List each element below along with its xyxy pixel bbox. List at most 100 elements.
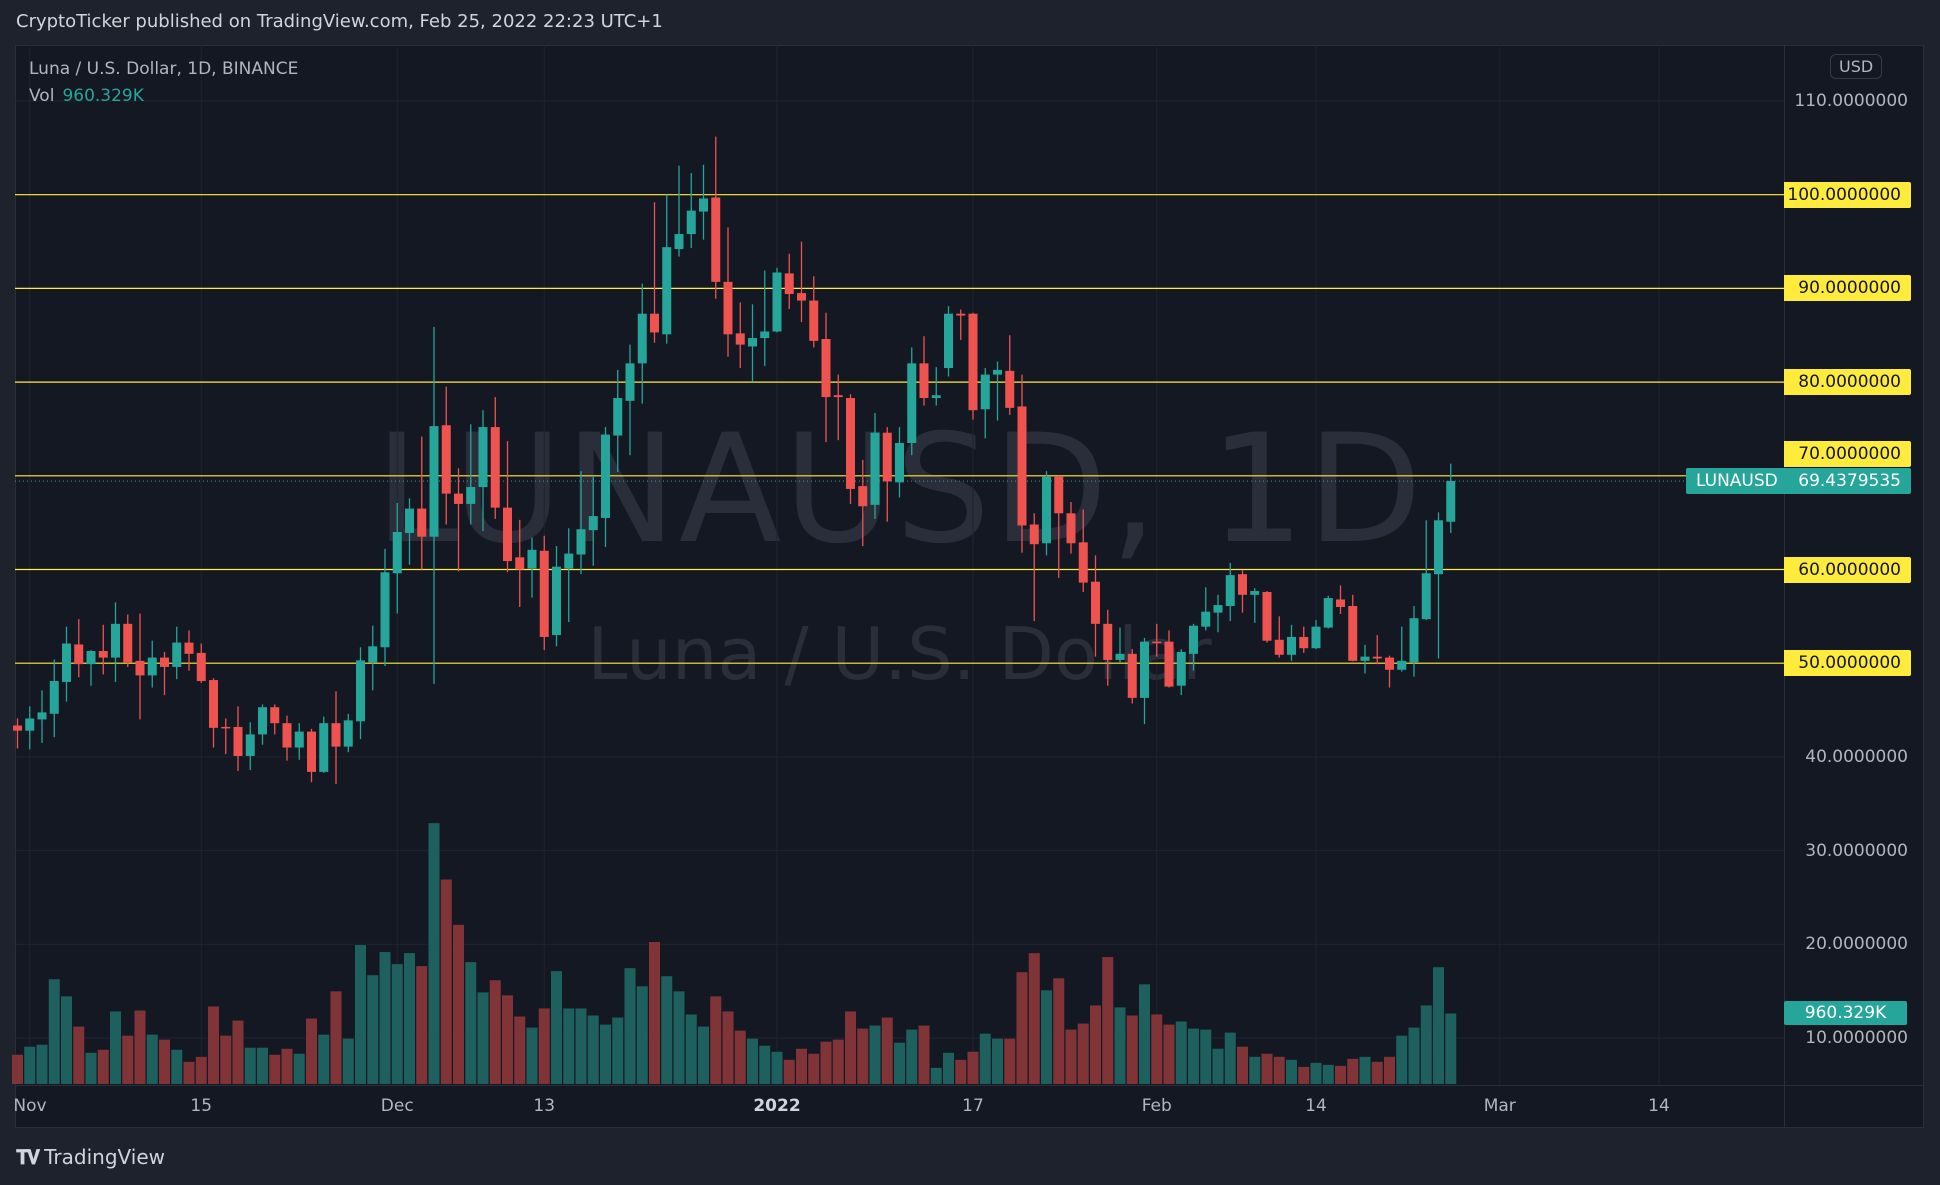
price-level-tag: 80.0000000 — [1784, 369, 1911, 396]
volume-bar — [61, 996, 72, 1084]
last-price-tag: LUNAUSD 69.4379535 — [1686, 468, 1911, 495]
candle-body — [1323, 598, 1333, 628]
chart-panel[interactable] — [15, 45, 1924, 1128]
candle-body — [1005, 370, 1015, 408]
time-tick-label: 13 — [533, 1096, 556, 1116]
volume-bar — [1151, 1014, 1163, 1084]
time-tick-label: Mar — [1483, 1096, 1516, 1116]
candle-body — [919, 363, 929, 399]
price-level-tag: 70.0000000 — [1784, 441, 1911, 468]
volume-bar — [1016, 972, 1028, 1084]
candle-body — [368, 646, 378, 663]
candle-body — [1042, 476, 1051, 544]
volume-bar — [551, 971, 562, 1084]
volume-bar — [514, 1016, 526, 1084]
candle-body — [233, 726, 243, 756]
candle-body — [625, 363, 635, 401]
volume-bar — [881, 1017, 893, 1084]
time-tick-label: Nov — [13, 1096, 47, 1116]
candle-body — [601, 434, 610, 518]
volume-bar — [1445, 1013, 1457, 1084]
volume-bar — [73, 1026, 85, 1084]
candle-body — [564, 553, 574, 569]
time-tick-label: Feb — [1141, 1096, 1172, 1116]
volume-bar — [967, 1051, 979, 1084]
volume-legend[interactable]: Vol 960.329K — [29, 83, 298, 110]
candle-body — [405, 508, 414, 533]
footer-brand[interactable]: 𝐓𝐕 TradingView — [16, 1145, 165, 1169]
candle-body — [417, 508, 427, 537]
publish-info: CryptoTicker published on TradingView.co… — [16, 11, 663, 32]
volume-bar — [1200, 1029, 1212, 1084]
candle-body — [637, 313, 647, 364]
candle-body — [931, 395, 941, 399]
candle-body — [1127, 653, 1137, 698]
candle-body — [1189, 625, 1198, 654]
candle-body — [1336, 599, 1345, 607]
candle-body — [490, 427, 500, 508]
symbol-title[interactable]: Luna / U.S. Dollar, 1D, BINANCE — [29, 59, 299, 79]
candle-body — [882, 432, 892, 482]
volume-bar — [943, 1052, 954, 1084]
volume-bar — [281, 1048, 293, 1084]
volume-bar — [930, 1067, 942, 1084]
price-level-tag: 50.0000000 — [1784, 650, 1911, 677]
price-tick-label: 30.0000000 — [1805, 840, 1908, 861]
candle-body — [1176, 651, 1186, 686]
candle-body — [1225, 575, 1235, 607]
candle-body — [172, 642, 182, 667]
volume-bar — [759, 1045, 771, 1084]
candle-body — [74, 644, 84, 665]
volume-bar — [1102, 957, 1114, 1084]
volume-bar — [36, 1044, 48, 1084]
candle-body — [1152, 641, 1162, 644]
candle-body — [674, 234, 684, 250]
volume-bar — [612, 1017, 624, 1084]
volume-bar — [1261, 1053, 1273, 1084]
candle-body — [784, 273, 794, 295]
candle-body — [552, 566, 561, 636]
volume-bar — [526, 1027, 538, 1084]
candle-body — [37, 712, 47, 720]
volume-bar — [1224, 1032, 1236, 1084]
price-tick-label: 10.0000000 — [1805, 1028, 1908, 1048]
candle-body — [380, 572, 390, 648]
volume-bar — [575, 1008, 587, 1084]
candle-body — [1250, 591, 1260, 595]
candle-body — [1421, 573, 1431, 620]
price-axis-divider — [1784, 45, 1785, 1128]
currency-button[interactable]: USD — [1830, 54, 1883, 79]
time-tick-label: 14 — [1648, 1096, 1670, 1116]
volume-bar — [208, 1006, 219, 1084]
volume-bar — [906, 1029, 918, 1084]
volume-bar — [1090, 1005, 1101, 1084]
candle-body — [135, 660, 145, 676]
volume-bar — [159, 1039, 170, 1084]
candle-body — [662, 247, 672, 335]
volume-bar — [404, 953, 415, 1084]
candle-body — [576, 529, 586, 555]
candle-body — [711, 197, 721, 282]
price-tick-label: 40.0000000 — [1805, 746, 1908, 767]
candle-body — [184, 642, 194, 654]
candle-body — [454, 493, 463, 504]
volume-bar — [832, 1039, 844, 1084]
volume-bar — [1237, 1046, 1248, 1084]
last-price-value: 69.4379535 — [1798, 471, 1901, 492]
volume-bar — [1298, 1066, 1310, 1084]
candle-body — [515, 557, 525, 570]
candle-body — [833, 395, 843, 398]
candle-body — [503, 507, 512, 562]
volume-label: Vol — [29, 86, 55, 106]
volume-bar — [747, 1038, 758, 1084]
time-tick-label: 17 — [962, 1096, 984, 1116]
volume-bar — [342, 1038, 354, 1084]
candle-body — [343, 720, 353, 747]
time-tick-label: 2022 — [753, 1096, 801, 1116]
candle-body — [307, 731, 316, 772]
volume-bar — [428, 823, 440, 1084]
candle-body — [245, 734, 255, 756]
volume-bar — [1420, 1005, 1432, 1084]
candle-body — [1311, 626, 1321, 649]
